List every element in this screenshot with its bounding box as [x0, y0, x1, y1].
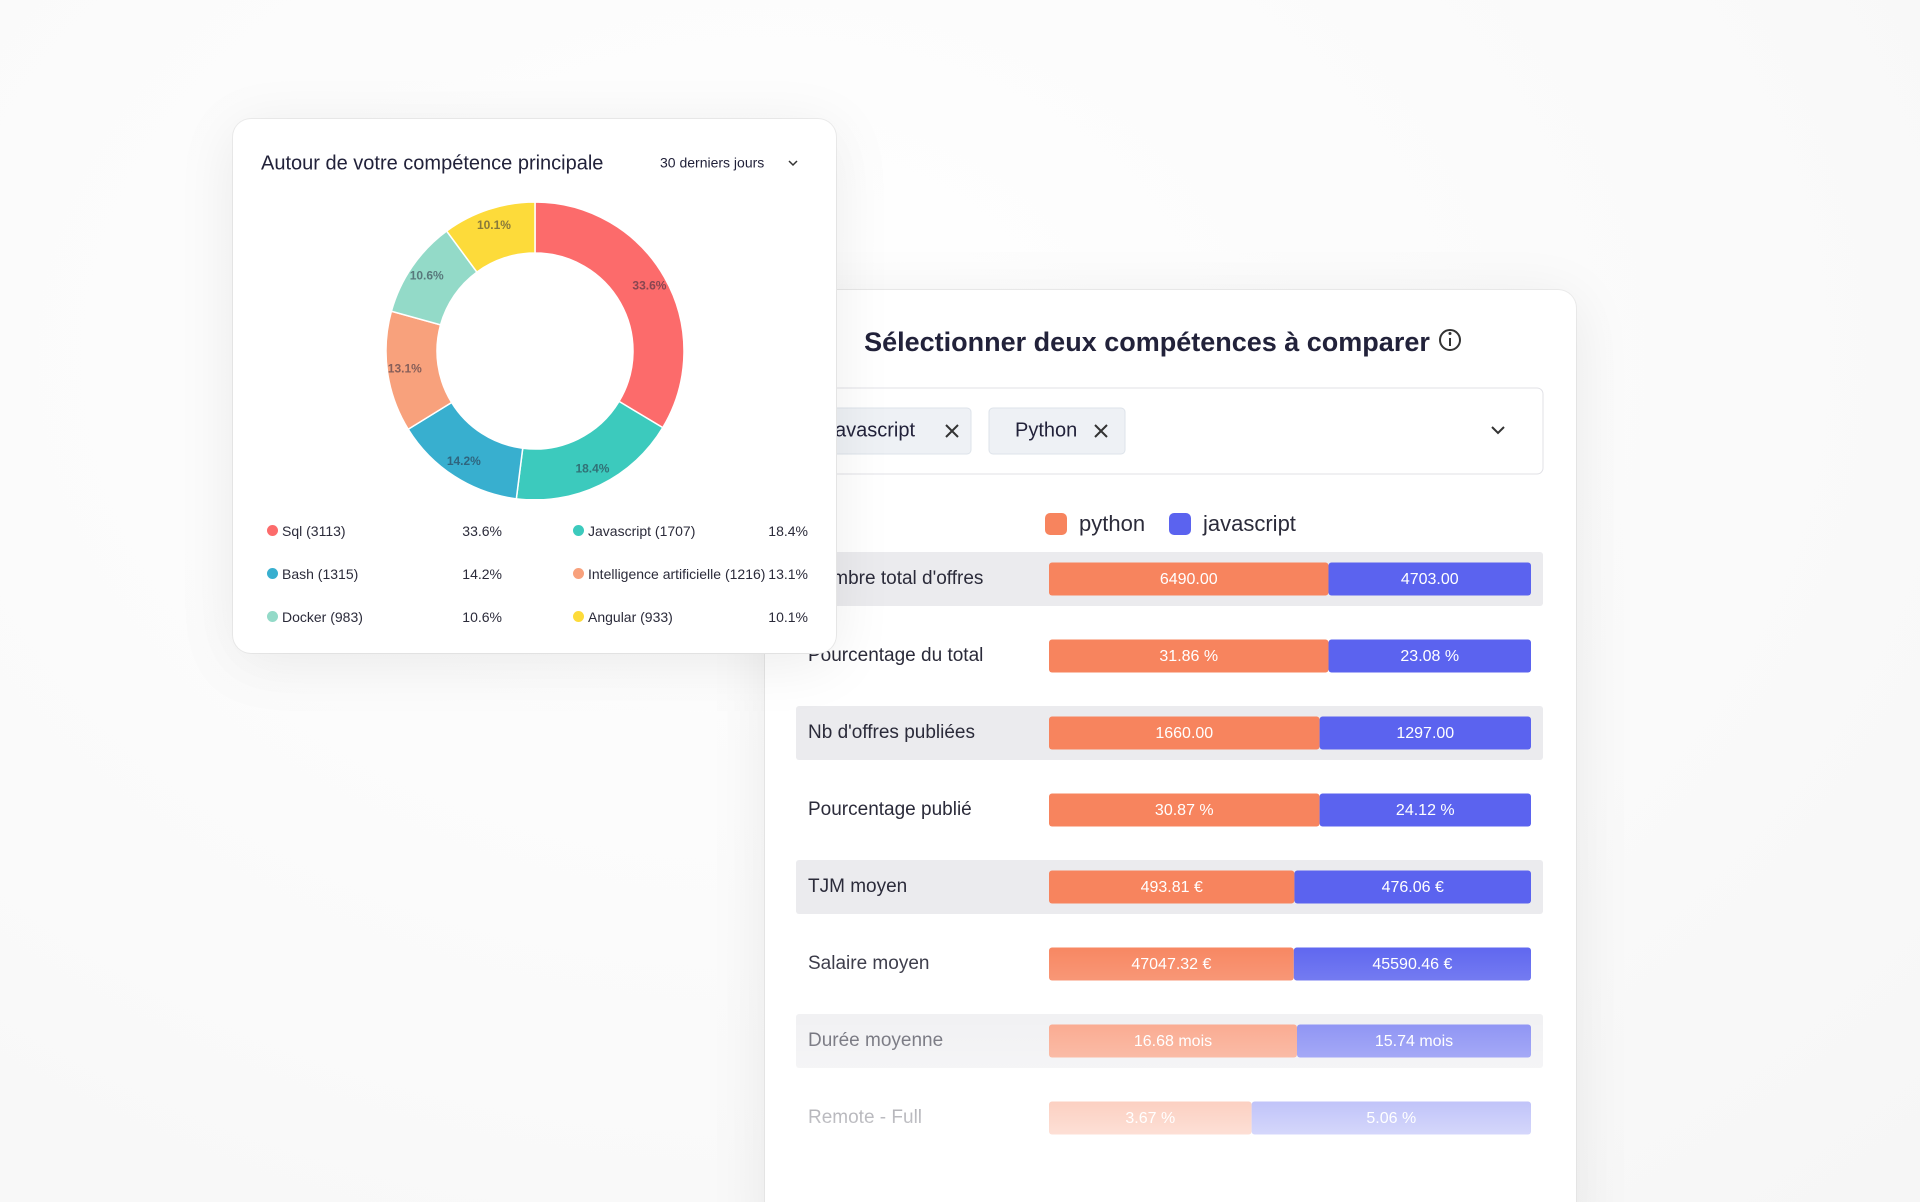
bar-segment: [1319, 793, 1531, 827]
legend-label: python: [1079, 511, 1145, 536]
donut-card: Autour de votre compétence principale 30…: [233, 119, 836, 653]
tag-label: Python: [1015, 419, 1077, 441]
bar-segment: [1319, 716, 1531, 750]
bar-value-label: 30.87 %: [1155, 802, 1214, 819]
tag-label: Javascript: [825, 419, 915, 441]
legend-swatch: [1169, 513, 1191, 535]
bar-segment: [1049, 870, 1295, 904]
legend-label: Sql (3113): [282, 523, 346, 539]
bar-value-label: 493.81 €: [1141, 879, 1203, 896]
chevron[interactable]: [788, 160, 798, 167]
legend-dot: [267, 525, 278, 536]
compare-card: Sélectionner deux compétences à comparer…: [765, 290, 1576, 1202]
bar-value-label: 23.08 %: [1400, 648, 1459, 665]
chevron[interactable]: [1491, 426, 1505, 435]
row-label: Pourcentage publié: [808, 799, 972, 820]
bar-segment: [1328, 562, 1531, 596]
legend-label: javascript: [1202, 511, 1296, 536]
row-label: Nb d'offres publiées: [808, 722, 975, 743]
donut-slice: [445, 201, 536, 274]
legend-dot: [573, 525, 584, 536]
skill-tag[interactable]: Javascript: [807, 407, 972, 455]
compare-title: Sélectionner deux compétences à comparer: [864, 327, 1430, 357]
bar-value-label: 4703.00: [1401, 571, 1459, 588]
bar-segment: [1049, 639, 1329, 673]
row-label: Pourcentage du total: [808, 645, 983, 666]
slice-label: 13.1%: [388, 362, 422, 376]
bar-value-label: 1297.00: [1396, 725, 1454, 742]
bar-value-label: 31.86 %: [1159, 648, 1218, 665]
slice-label: 10.1%: [477, 218, 511, 232]
legend-label: Angular (933): [588, 609, 673, 625]
legend-value: 10.1%: [768, 609, 808, 625]
legend-value: 33.6%: [462, 523, 502, 539]
legend-value: 13.1%: [768, 566, 808, 582]
legend-swatch: [1045, 513, 1067, 535]
slice-label: 18.4%: [575, 461, 609, 475]
legend-dot: [573, 568, 584, 579]
bar-value-label: 6490.00: [1160, 571, 1218, 588]
period-select[interactable]: 30 derniers jours: [660, 155, 764, 171]
legend-label: Intelligence artificielle (1216): [588, 566, 766, 582]
bar-value-label: 24.12 %: [1396, 802, 1455, 819]
bar-segment: [1328, 639, 1531, 673]
legend-label: Bash (1315): [282, 566, 359, 582]
bar-segment: [1049, 716, 1320, 750]
donut-slice: [534, 201, 685, 429]
slice-label: 14.2%: [447, 454, 481, 468]
row-label: TJM moyen: [808, 876, 907, 897]
donut-title: Autour de votre compétence principale: [261, 152, 603, 174]
donut-slice: [515, 400, 664, 499]
fade-overlay: [765, 940, 1576, 1202]
row-label: Nombre total d'offres: [808, 568, 983, 589]
legend-dot: [267, 568, 278, 579]
legend-value: 18.4%: [768, 523, 808, 539]
info-icon[interactable]: [1439, 329, 1461, 351]
legend-value: 10.6%: [462, 609, 502, 625]
legend-label: Docker (983): [282, 609, 363, 625]
bar-segment: [1049, 562, 1329, 596]
donut-chart: Autour de votre compétence principale 30…: [261, 152, 798, 499]
legend-label: Javascript (1707): [588, 523, 696, 539]
slice-label: 33.6%: [632, 278, 666, 292]
bar-value-label: 476.06 €: [1382, 879, 1444, 896]
bar-segment: [1294, 870, 1531, 904]
legend-value: 14.2%: [462, 566, 502, 582]
bar-segment: [1049, 793, 1320, 827]
legend-dot: [573, 611, 584, 622]
legend-dot: [267, 611, 278, 622]
bar-value-label: 1660.00: [1155, 725, 1213, 742]
skill-tag[interactable]: Python: [988, 407, 1126, 455]
slice-label: 10.6%: [410, 269, 444, 283]
